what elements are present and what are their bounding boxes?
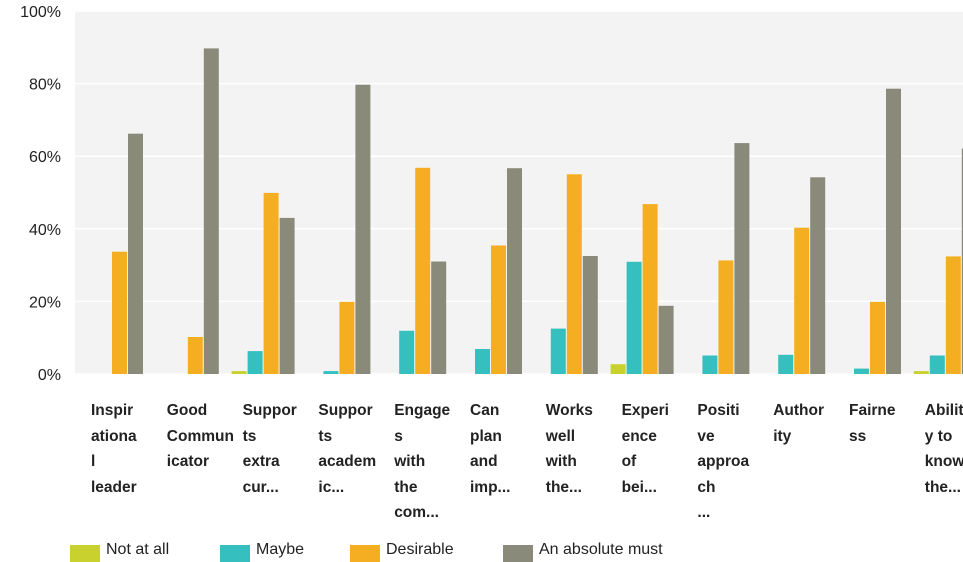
legend-swatch (503, 545, 533, 562)
x-tick-label: Suppor ts extra cur... (242, 402, 297, 496)
bar (187, 337, 203, 374)
bar (610, 364, 626, 374)
bar (263, 192, 279, 374)
legend-swatch (220, 545, 250, 562)
x-tick-label: Good Commun icator (166, 402, 234, 470)
bar (566, 174, 582, 374)
bar (128, 133, 143, 374)
bar (491, 245, 506, 374)
x-tick-label: Inspir ationa l leader (91, 402, 137, 496)
y-tick-label: 0% (38, 367, 61, 384)
bar-chart: 0% 20% 40% 60% 80% 100% (20, 4, 963, 384)
bar (913, 371, 929, 374)
bar (507, 168, 522, 374)
bar (870, 301, 885, 374)
bar (231, 371, 247, 374)
bar (929, 355, 945, 374)
bar (886, 88, 901, 374)
x-tick-label: Author ity (773, 402, 824, 445)
bar (355, 84, 371, 374)
bar (203, 48, 219, 375)
bar (339, 301, 355, 374)
bar (658, 305, 674, 374)
legend-swatch (350, 545, 380, 562)
bar (642, 204, 658, 374)
x-tick-label: Works well with the... (545, 402, 593, 496)
bar (734, 143, 750, 374)
y-axis-ticks: 0% 20% 40% 60% 80% 100% (20, 4, 61, 384)
bars (112, 48, 963, 375)
bar (945, 256, 961, 374)
bar (702, 355, 718, 374)
bar (810, 177, 826, 374)
bar (961, 148, 963, 374)
bar (794, 227, 810, 374)
bar (582, 256, 598, 374)
x-tick-label: Engage s with the com... (394, 402, 451, 521)
x-tick-label: Fairne ss (849, 402, 896, 445)
bar (718, 260, 734, 374)
bar (431, 261, 447, 374)
bar (279, 217, 295, 374)
legend-swatch (70, 545, 100, 562)
y-tick-label: 40% (29, 222, 61, 239)
bar (778, 354, 794, 374)
x-tick-label: Positi ve approa ch ... (697, 402, 750, 521)
legend-label: Not at all (106, 541, 170, 558)
x-tick-label: Can plan and imp... (470, 402, 511, 496)
bar (112, 251, 127, 374)
bar (626, 261, 642, 374)
x-tick-label: Experi ence of bei... (621, 402, 669, 496)
legend-label: Maybe (256, 541, 305, 558)
legend-label: An absolute must (539, 541, 663, 558)
bar (854, 368, 869, 374)
bar (550, 328, 566, 374)
bar (247, 351, 263, 374)
y-tick-label: 60% (29, 149, 61, 166)
y-tick-label: 100% (20, 4, 61, 21)
bar (475, 349, 490, 374)
bar (399, 330, 415, 374)
y-tick-label: 20% (29, 294, 61, 311)
x-tick-label: Suppor ts academ ic... (318, 402, 377, 496)
bar (323, 371, 339, 374)
legend-label: Desirable (386, 541, 454, 558)
bar (415, 167, 431, 374)
y-tick-label: 80% (29, 77, 61, 94)
x-tick-label: Abilit y to know the... (924, 402, 963, 496)
